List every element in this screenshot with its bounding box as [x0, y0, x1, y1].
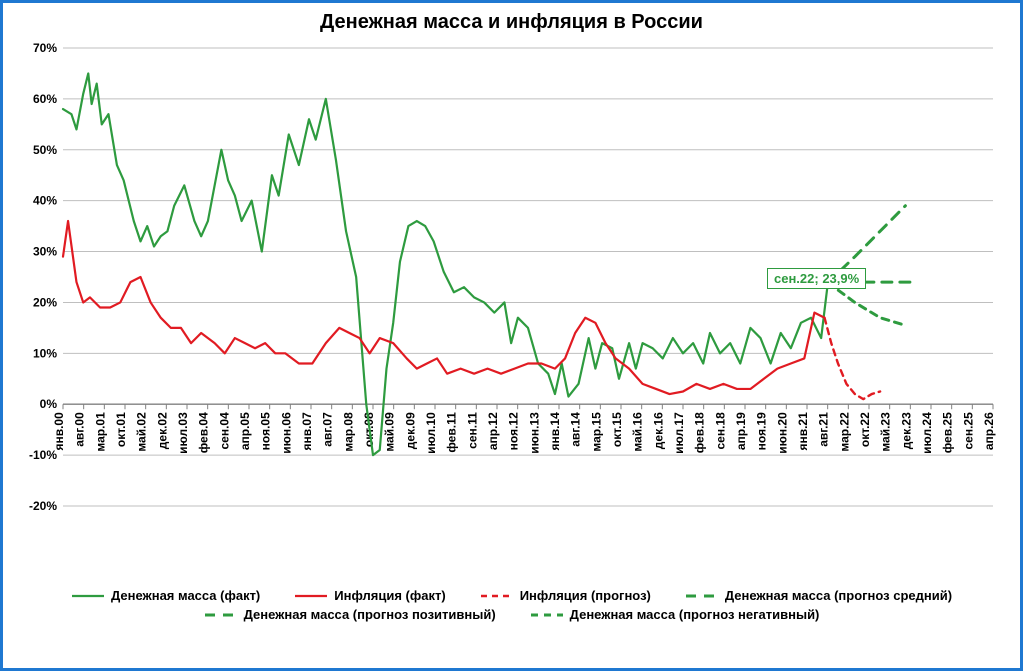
svg-text:июн.06: июн.06 [279, 412, 293, 454]
svg-text:сен.04: сен.04 [217, 412, 231, 450]
svg-text:дек.16: дек.16 [651, 412, 665, 449]
svg-text:окт.15: окт.15 [610, 412, 624, 447]
svg-text:май.09: май.09 [383, 412, 397, 452]
legend-label: Денежная масса (прогноз позитивный) [244, 607, 496, 622]
svg-text:май.02: май.02 [135, 412, 149, 452]
svg-text:мар.15: мар.15 [589, 412, 603, 452]
chart-title: Денежная масса и инфляция в России [13, 11, 1010, 34]
svg-text:фев.18: фев.18 [693, 412, 707, 453]
svg-text:дек.02: дек.02 [155, 412, 169, 449]
legend-label: Денежная масса (факт) [111, 588, 260, 603]
svg-text:0%: 0% [40, 397, 58, 411]
svg-text:сен.25: сен.25 [961, 412, 975, 450]
svg-text:май.16: май.16 [631, 412, 645, 452]
svg-text:30%: 30% [33, 245, 57, 259]
svg-text:янв.14: янв.14 [548, 412, 562, 451]
svg-text:авг.14: авг.14 [569, 412, 583, 447]
svg-text:июн.13: июн.13 [527, 412, 541, 454]
svg-text:июл.10: июл.10 [424, 412, 438, 454]
data-callout: сен.22; 23,9% [767, 268, 866, 289]
svg-text:июл.24: июл.24 [920, 412, 934, 454]
svg-text:фев.11: фев.11 [445, 412, 459, 453]
chart-frame: Денежная масса и инфляция в России -20%-… [0, 0, 1023, 671]
svg-text:10%: 10% [33, 346, 57, 360]
legend-item: Денежная масса (прогноз негативный) [530, 607, 820, 622]
svg-text:июн.20: июн.20 [775, 412, 789, 454]
svg-text:июл.03: июл.03 [176, 412, 190, 454]
plot-area: -20%-10%0%10%20%30%40%50%60%70%янв.00авг… [13, 38, 1010, 586]
svg-text:фев.25: фев.25 [941, 412, 955, 453]
svg-text:окт.22: окт.22 [858, 412, 872, 447]
chart-svg: -20%-10%0%10%20%30%40%50%60%70%янв.00авг… [13, 38, 1003, 586]
svg-text:дек.23: дек.23 [899, 412, 913, 449]
legend-label: Денежная масса (прогноз негативный) [570, 607, 820, 622]
legend-item: Денежная масса (прогноз средний) [685, 588, 952, 603]
svg-text:50%: 50% [33, 143, 57, 157]
svg-text:дек.09: дек.09 [403, 412, 417, 449]
legend-item: Инфляция (факт) [294, 588, 445, 603]
legend-label: Денежная масса (прогноз средний) [725, 588, 952, 603]
svg-text:июл.17: июл.17 [672, 412, 686, 454]
svg-text:сен.18: сен.18 [713, 412, 727, 450]
svg-text:70%: 70% [33, 41, 57, 55]
legend-item: Денежная масса (факт) [71, 588, 260, 603]
svg-text:60%: 60% [33, 92, 57, 106]
svg-text:ноя.19: ноя.19 [755, 412, 769, 450]
svg-text:авг.21: авг.21 [817, 412, 831, 447]
svg-text:ноя.05: ноя.05 [259, 412, 273, 450]
svg-text:фев.04: фев.04 [197, 412, 211, 453]
svg-text:мар.22: мар.22 [837, 412, 851, 452]
svg-text:апр.19: апр.19 [734, 412, 748, 450]
svg-text:янв.21: янв.21 [796, 412, 810, 451]
svg-text:40%: 40% [33, 194, 57, 208]
legend-label: Инфляция (прогноз) [520, 588, 651, 603]
svg-text:апр.05: апр.05 [238, 412, 252, 450]
svg-text:янв.00: янв.00 [52, 412, 66, 451]
legend: Денежная масса (факт) Инфляция (факт) Инфл… [13, 588, 1010, 622]
svg-text:окт.01: окт.01 [114, 412, 128, 447]
svg-text:май.23: май.23 [879, 412, 893, 452]
svg-text:авг.00: авг.00 [73, 412, 87, 447]
svg-text:апр.12: апр.12 [486, 412, 500, 450]
legend-item: Денежная масса (прогноз позитивный) [204, 607, 496, 622]
svg-text:-20%: -20% [29, 499, 57, 513]
legend-item: Инфляция (прогноз) [480, 588, 651, 603]
svg-text:мар.01: мар.01 [93, 412, 107, 452]
svg-text:20%: 20% [33, 295, 57, 309]
svg-text:мар.08: мар.08 [341, 412, 355, 452]
svg-text:янв.07: янв.07 [300, 412, 314, 451]
legend-label: Инфляция (факт) [334, 588, 445, 603]
svg-text:сен.11: сен.11 [465, 412, 479, 449]
svg-text:авг.07: авг.07 [321, 412, 335, 447]
svg-text:ноя.12: ноя.12 [507, 412, 521, 450]
svg-text:апр.26: апр.26 [982, 412, 996, 450]
